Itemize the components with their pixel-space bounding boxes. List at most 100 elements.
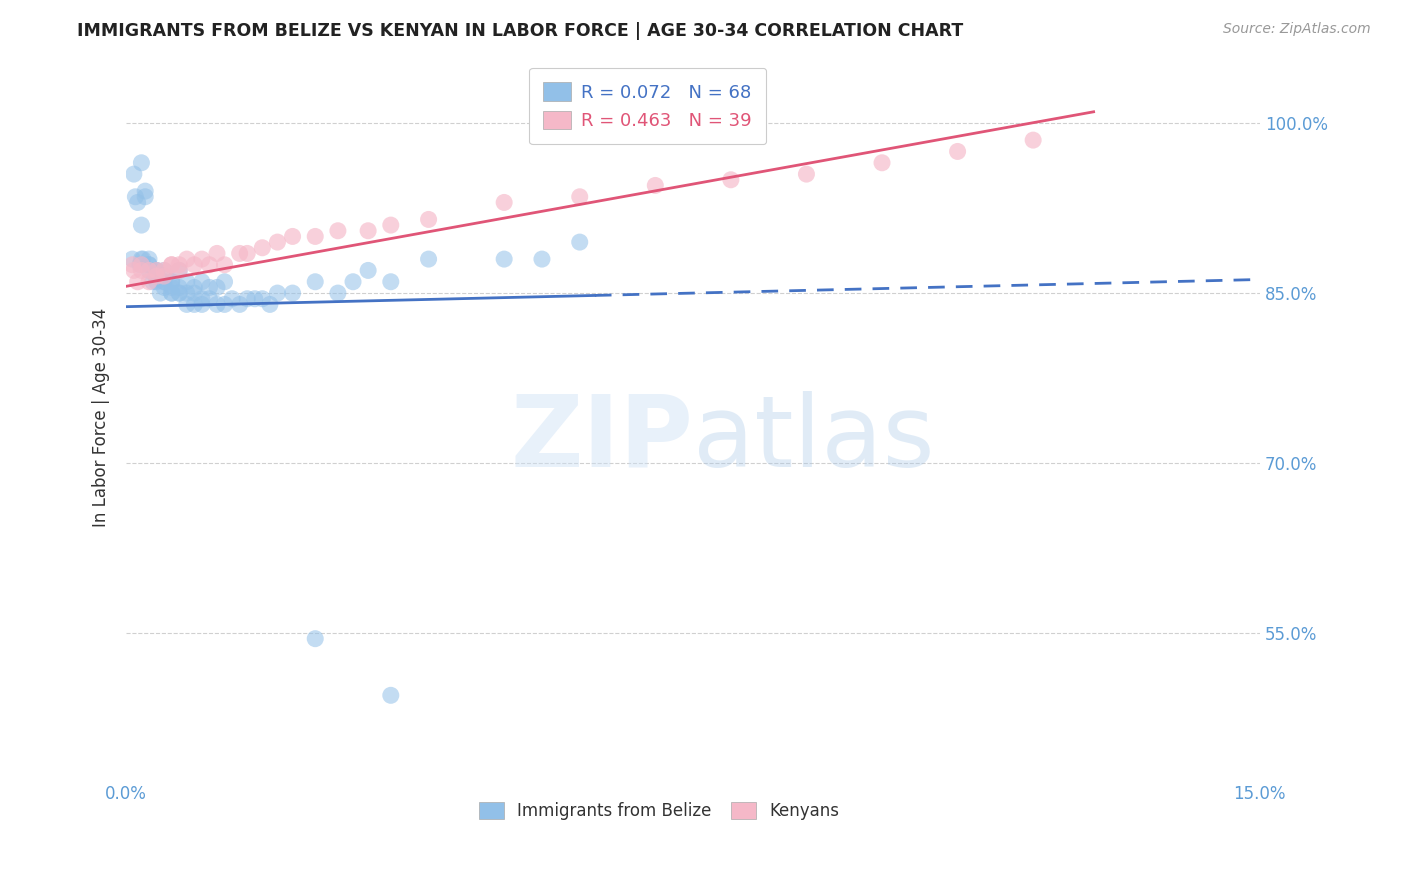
Point xyxy=(131,258,153,272)
Point xyxy=(796,167,818,181)
Point xyxy=(145,263,167,277)
Point xyxy=(183,297,205,311)
Point xyxy=(121,258,143,272)
Text: IMMIGRANTS FROM BELIZE VS KENYAN IN LABOR FORCE | AGE 30-34 CORRELATION CHART: IMMIGRANTS FROM BELIZE VS KENYAN IN LABO… xyxy=(77,22,963,40)
Point xyxy=(326,286,349,301)
Point xyxy=(357,263,380,277)
Point xyxy=(870,155,893,169)
Point xyxy=(138,263,160,277)
Point xyxy=(138,275,160,289)
Point xyxy=(153,280,176,294)
Point xyxy=(183,286,205,301)
Point xyxy=(198,292,221,306)
Point xyxy=(266,286,288,301)
Point xyxy=(252,292,274,306)
Point xyxy=(214,275,236,289)
Point xyxy=(228,246,250,260)
Point xyxy=(191,292,214,306)
Point xyxy=(530,252,553,266)
Point xyxy=(145,263,167,277)
Point xyxy=(357,224,380,238)
Point xyxy=(266,235,288,249)
Point xyxy=(221,292,243,306)
Point xyxy=(131,155,153,169)
Point xyxy=(494,195,516,210)
Point xyxy=(380,218,402,232)
Point xyxy=(145,269,167,284)
Point xyxy=(160,258,183,272)
Point xyxy=(1022,133,1045,147)
Text: ZIP: ZIP xyxy=(510,391,693,488)
Point xyxy=(198,258,221,272)
Point xyxy=(160,258,183,272)
Point xyxy=(418,212,440,227)
Point xyxy=(191,297,214,311)
Point xyxy=(236,246,259,260)
Point xyxy=(149,286,172,301)
Point xyxy=(214,297,236,311)
Point xyxy=(236,292,259,306)
Point xyxy=(418,252,440,266)
Point xyxy=(304,632,326,646)
Point xyxy=(205,280,228,294)
Point xyxy=(145,269,167,284)
Point xyxy=(568,235,591,249)
Text: Source: ZipAtlas.com: Source: ZipAtlas.com xyxy=(1223,22,1371,37)
Point xyxy=(127,195,149,210)
Point xyxy=(127,275,149,289)
Point xyxy=(134,184,156,198)
Point xyxy=(122,167,145,181)
Point xyxy=(138,263,160,277)
Point xyxy=(281,286,304,301)
Point xyxy=(153,275,176,289)
Point xyxy=(121,252,143,266)
Point xyxy=(259,297,281,311)
Point xyxy=(304,229,326,244)
Point xyxy=(124,190,146,204)
Point xyxy=(167,258,190,272)
Point xyxy=(281,229,304,244)
Point xyxy=(176,286,198,301)
Point xyxy=(494,252,516,266)
Point xyxy=(644,178,666,193)
Point xyxy=(198,280,221,294)
Point xyxy=(134,190,156,204)
Point xyxy=(228,297,250,311)
Point xyxy=(160,275,183,289)
Point xyxy=(304,275,326,289)
Point xyxy=(122,263,145,277)
Point xyxy=(243,292,266,306)
Point xyxy=(142,275,165,289)
Point xyxy=(568,190,591,204)
Point xyxy=(160,275,183,289)
Point xyxy=(131,218,153,232)
Y-axis label: In Labor Force | Age 30-34: In Labor Force | Age 30-34 xyxy=(93,308,110,527)
Point xyxy=(160,280,183,294)
Point xyxy=(131,263,153,277)
Point xyxy=(167,286,190,301)
Point xyxy=(138,258,160,272)
Point xyxy=(153,269,176,284)
Point xyxy=(145,275,167,289)
Point xyxy=(946,145,969,159)
Point xyxy=(214,258,236,272)
Point xyxy=(252,241,274,255)
Point xyxy=(167,263,190,277)
Point xyxy=(342,275,364,289)
Point xyxy=(167,286,190,301)
Point xyxy=(129,258,152,272)
Point xyxy=(380,275,402,289)
Point xyxy=(131,252,153,266)
Point xyxy=(153,263,176,277)
Point xyxy=(205,297,228,311)
Point xyxy=(183,280,205,294)
Point xyxy=(183,258,205,272)
Point xyxy=(167,263,190,277)
Point xyxy=(153,263,176,277)
Point xyxy=(145,263,167,277)
Point xyxy=(138,258,160,272)
Point xyxy=(160,286,183,301)
Point xyxy=(205,246,228,260)
Point xyxy=(176,297,198,311)
Point xyxy=(176,252,198,266)
